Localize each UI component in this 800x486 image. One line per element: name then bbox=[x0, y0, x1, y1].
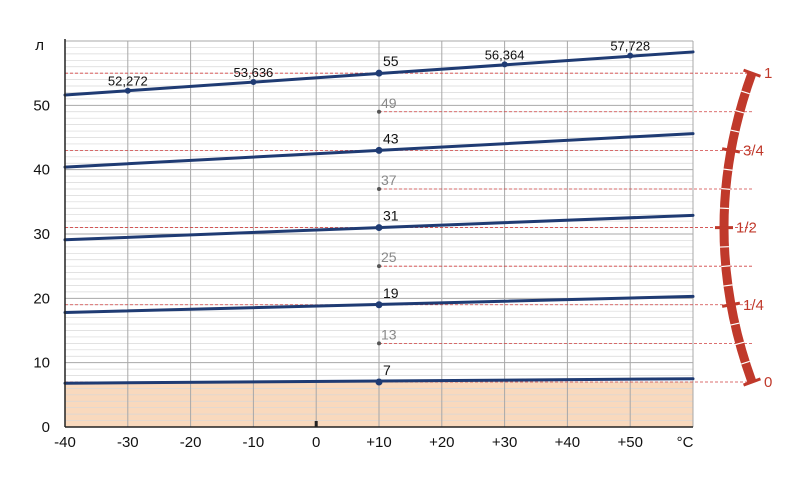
fuel-gauge-minor-tick bbox=[740, 360, 750, 365]
top-line-point bbox=[250, 78, 257, 85]
top-line-point-label: 56,364 bbox=[485, 47, 525, 62]
x-tick-label: -20 bbox=[180, 434, 202, 451]
x-tick-label: -40 bbox=[54, 434, 76, 451]
fuel-gauge-minor-tick bbox=[721, 265, 731, 268]
guide-lines bbox=[65, 72, 752, 383]
x-tick-label: +20 bbox=[429, 434, 454, 451]
y-tick-label: 20 bbox=[33, 290, 50, 307]
reference-point-label: 7 bbox=[383, 362, 391, 378]
fuel-gauge-label: 0 bbox=[764, 374, 772, 391]
top-line-point-label: 57,728 bbox=[610, 39, 650, 54]
reference-point bbox=[375, 378, 383, 386]
x-tick-label: +50 bbox=[617, 434, 642, 451]
fuel-gauge-major-tick bbox=[743, 68, 761, 78]
fuel-gauge-label: 1 bbox=[764, 65, 772, 82]
fuel-gauge-minor-tick bbox=[735, 110, 745, 114]
x-zero-marker bbox=[314, 421, 318, 427]
fuel-gauge-minor-tick bbox=[721, 187, 731, 190]
y-axis-unit-label: л bbox=[35, 37, 44, 54]
value-labels: 7 19 31 43 55 13 25 37 49 52,272 53,636 56,364 57,72… bbox=[108, 39, 650, 378]
x-tick-label: +30 bbox=[492, 434, 517, 451]
top-line-point bbox=[124, 87, 131, 94]
x-tick-label: -10 bbox=[243, 434, 265, 451]
fuel-gauge-minor-tick bbox=[723, 284, 733, 287]
fuel-gauge-major-tick bbox=[721, 301, 741, 308]
intermediate-point-label: 25 bbox=[381, 249, 397, 265]
intermediate-point-label: 49 bbox=[381, 95, 397, 111]
reference-point-label: 19 bbox=[383, 285, 399, 301]
reference-point-label: 43 bbox=[383, 130, 399, 146]
y-tick-label: 10 bbox=[33, 355, 50, 372]
x-tick-label: +10 bbox=[366, 434, 391, 451]
fuel-gauge-minor-tick bbox=[730, 322, 740, 326]
fuel-gauge-major-tick bbox=[721, 147, 741, 154]
y-tick-label: 40 bbox=[33, 162, 50, 179]
top-line-point-label: 53,636 bbox=[234, 65, 274, 80]
intermediate-point bbox=[377, 264, 381, 269]
reference-point-label: 55 bbox=[383, 53, 399, 69]
intermediate-point-label: 37 bbox=[381, 172, 397, 188]
fuel-gauge-minor-tick bbox=[730, 129, 740, 133]
top-line-point-label: 52,272 bbox=[108, 74, 148, 89]
top-line-point bbox=[501, 61, 508, 68]
data-points bbox=[124, 52, 634, 386]
fuel-gauge-minor-tick bbox=[740, 90, 750, 95]
reference-point-label: 31 bbox=[383, 208, 399, 224]
reference-point bbox=[375, 69, 383, 77]
reference-point bbox=[375, 146, 383, 154]
axes: 0 10 20 30 40 50 л -40 -30 -20 -10 0 +10 +20 +30 +40 +50… bbox=[33, 37, 693, 451]
fuel-gauge-label: 3/4 bbox=[743, 142, 764, 159]
intermediate-point bbox=[377, 109, 381, 114]
fuel-gauge-minor-tick bbox=[735, 341, 745, 346]
fuel-gauge-label: 1/2 bbox=[736, 220, 757, 237]
fuel-gauge-minor-tick bbox=[723, 168, 733, 171]
reference-point bbox=[375, 224, 383, 232]
x-tick-label: +40 bbox=[555, 434, 580, 451]
y-tick-label: 50 bbox=[33, 97, 50, 114]
intermediate-point bbox=[377, 186, 381, 191]
y-tick-label: 0 bbox=[42, 419, 50, 436]
x-tick-label: -30 bbox=[117, 434, 139, 451]
top-line-point bbox=[627, 52, 634, 59]
x-axis-unit-label: °C bbox=[677, 434, 694, 451]
x-tick-label: 0 bbox=[312, 434, 320, 451]
intermediate-point-label: 13 bbox=[381, 326, 397, 342]
fuel-gauge-major-tick bbox=[743, 377, 761, 387]
fuel-gauge-label: 1/4 bbox=[743, 297, 764, 314]
reference-point bbox=[375, 301, 383, 309]
intermediate-point bbox=[377, 341, 381, 346]
y-tick-label: 30 bbox=[33, 226, 50, 243]
fuel-gauge: 0 1/4 1/2 3/4 1 bbox=[715, 65, 772, 391]
